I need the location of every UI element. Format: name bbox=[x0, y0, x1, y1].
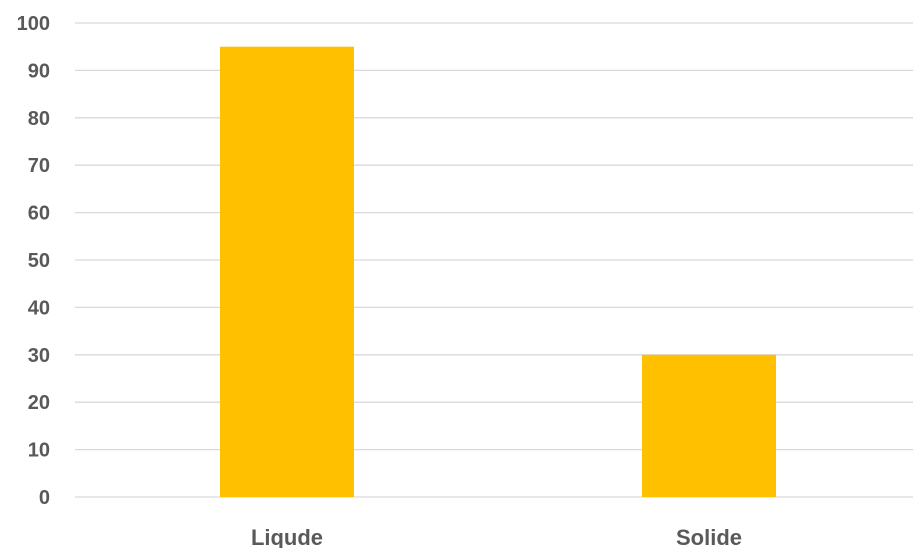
y-tick-label: 70 bbox=[28, 155, 50, 177]
gridlines bbox=[75, 22, 913, 498]
y-tick-label: 90 bbox=[28, 60, 50, 82]
bar-liqude bbox=[220, 46, 354, 497]
x-axis-category-labels: Liqude Solide bbox=[251, 525, 742, 548]
y-tick-label: 20 bbox=[28, 392, 50, 414]
bar-solide bbox=[642, 354, 776, 497]
y-tick-label: 10 bbox=[28, 440, 50, 462]
y-tick-label: 30 bbox=[28, 345, 50, 367]
y-tick-label: 50 bbox=[28, 250, 50, 272]
x-category-label: Liqude bbox=[251, 525, 323, 548]
x-category-label: Solide bbox=[676, 525, 742, 548]
y-tick-label: 40 bbox=[28, 297, 50, 319]
y-tick-label: 100 bbox=[17, 13, 50, 35]
y-axis-tick-labels: 0 10 20 30 40 50 60 70 80 90 100 bbox=[17, 13, 50, 509]
bars bbox=[220, 46, 776, 497]
y-tick-label: 0 bbox=[39, 487, 50, 509]
y-tick-label: 60 bbox=[28, 203, 50, 225]
y-tick-label: 80 bbox=[28, 108, 50, 130]
